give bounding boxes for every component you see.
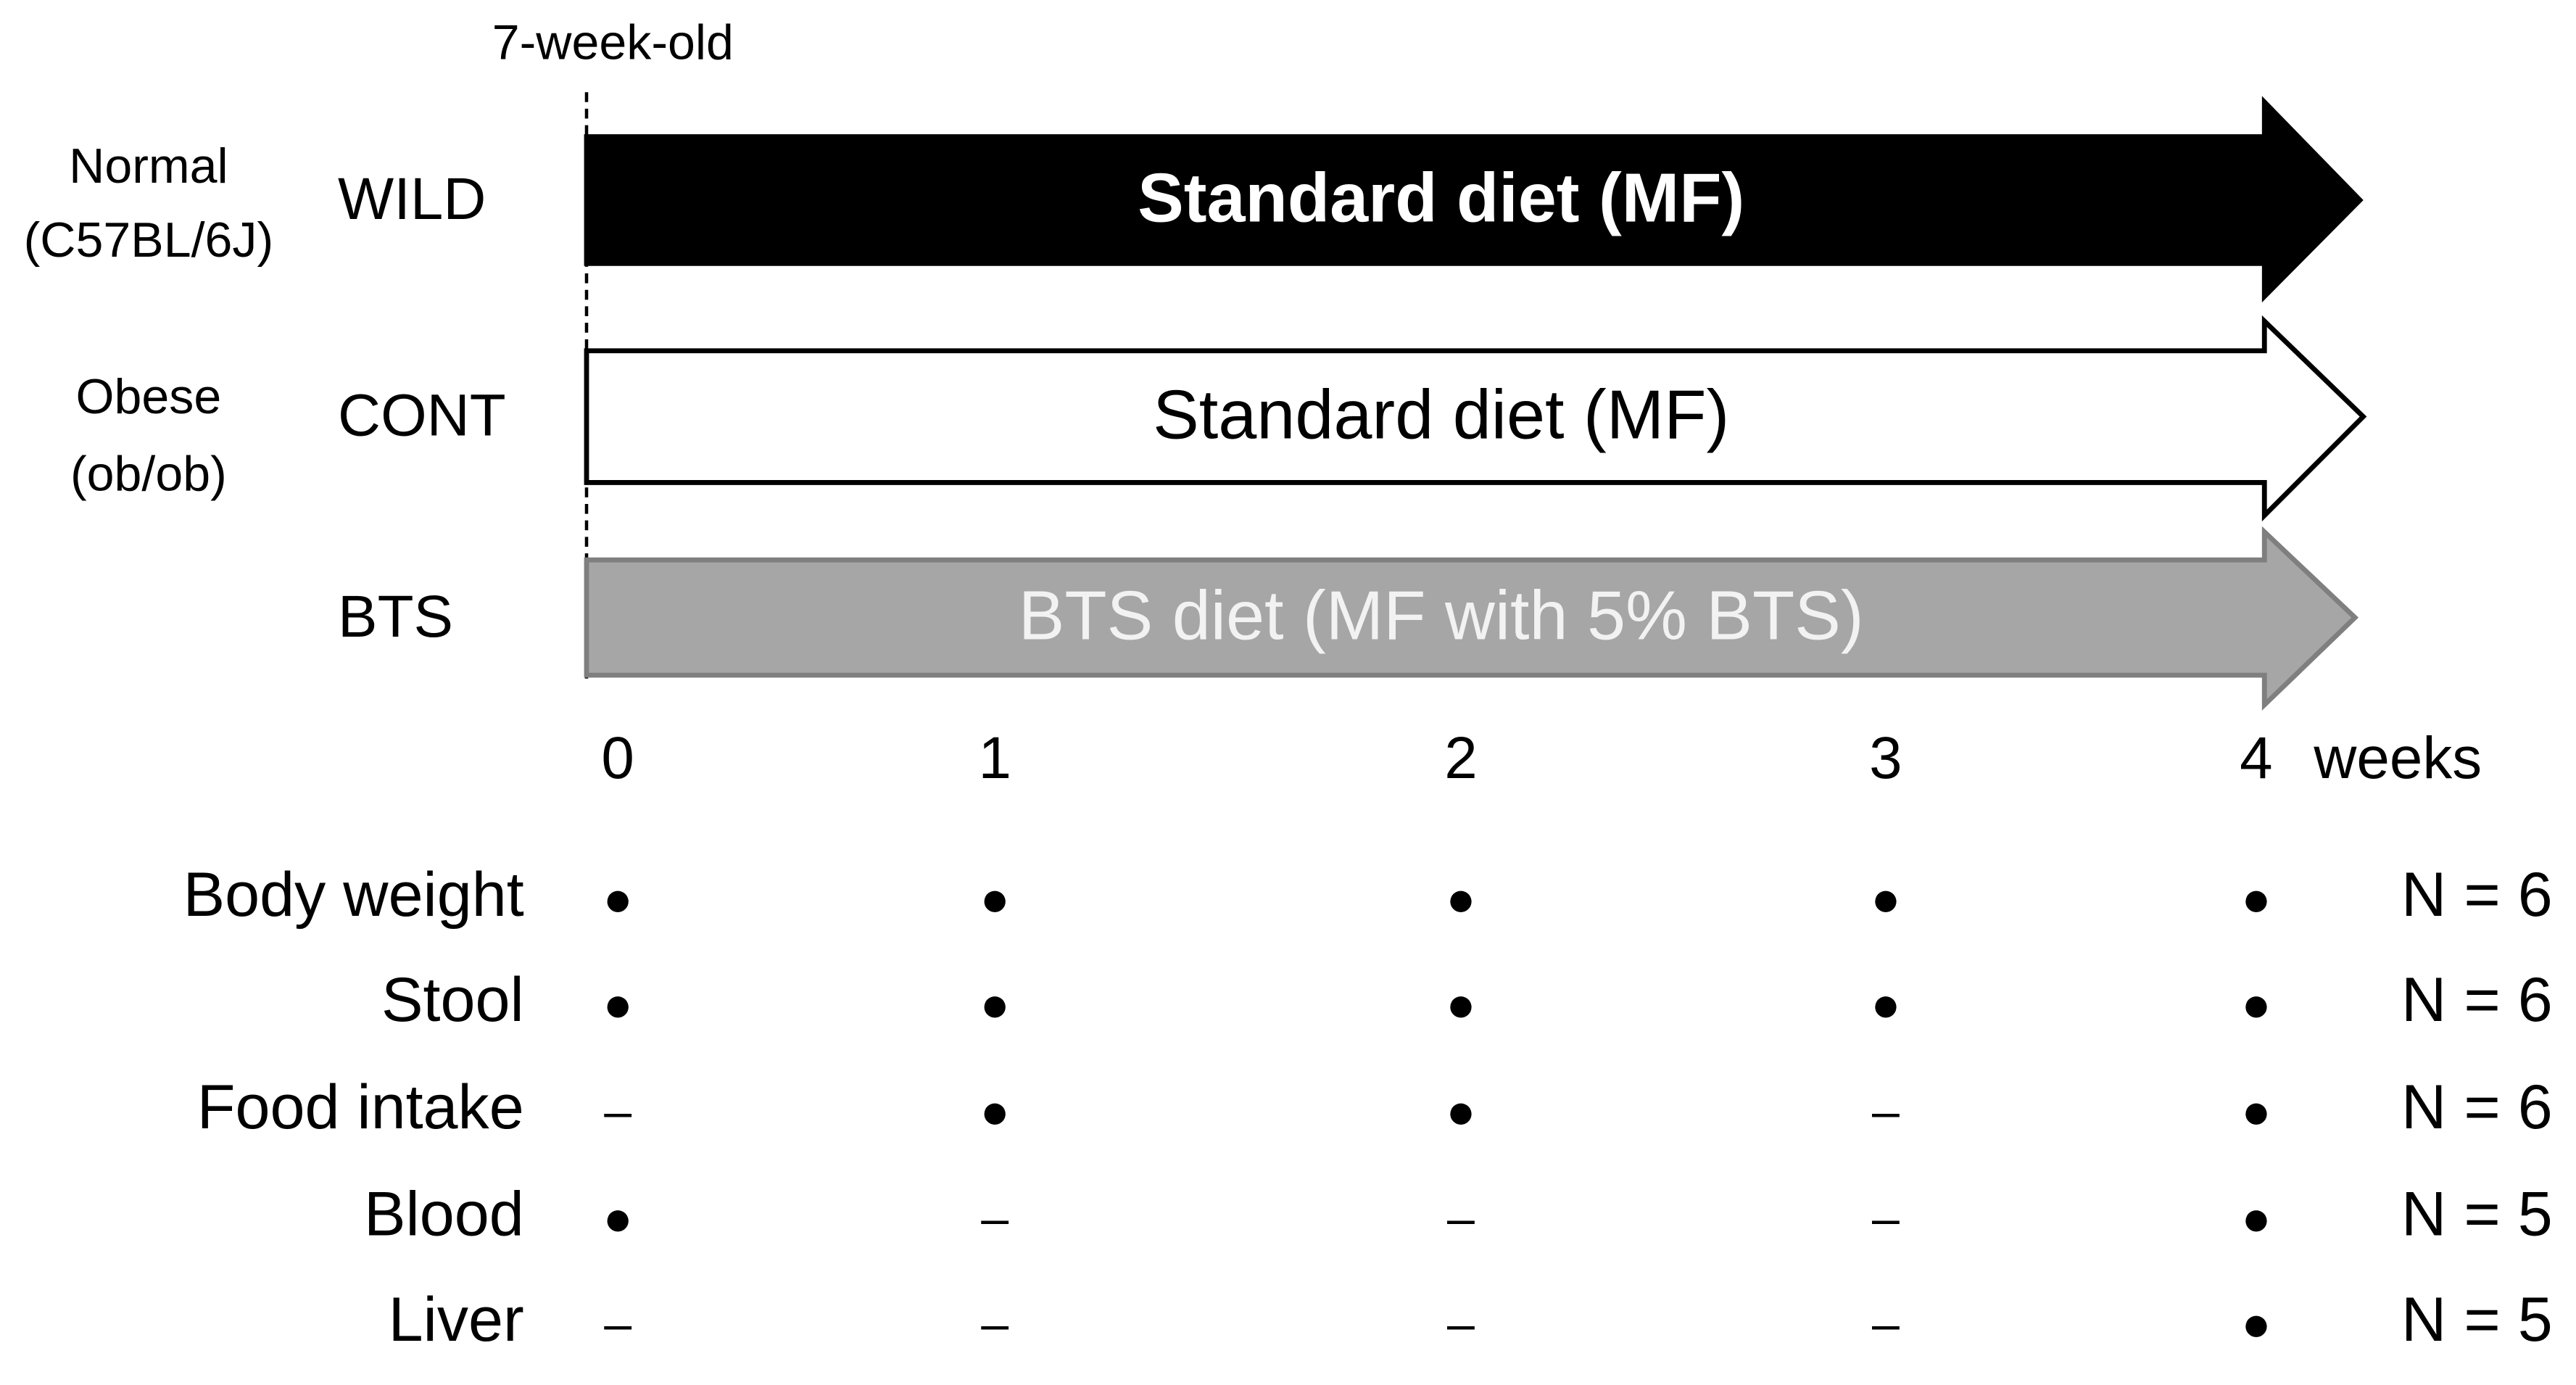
schedule-mark: ● bbox=[2241, 1084, 2271, 1139]
schedule-mark: ● bbox=[980, 977, 1010, 1032]
strain-label: Normal bbox=[69, 138, 228, 194]
schedule-mark: ● bbox=[980, 1084, 1010, 1139]
start-label: 7-week-old bbox=[492, 15, 734, 70]
diet-arrow bbox=[584, 315, 2367, 522]
strain-label: (ob/ob) bbox=[70, 447, 227, 502]
week-tick: 2 bbox=[1444, 725, 1477, 791]
sample-size: N = 5 bbox=[2401, 1179, 2553, 1249]
schedule-mark: ● bbox=[603, 977, 633, 1032]
week-tick: 4 bbox=[2240, 725, 2272, 791]
week-tick: 0 bbox=[601, 725, 634, 791]
schedule-mark: ● bbox=[1871, 872, 1900, 927]
schedule-mark: ● bbox=[1446, 872, 1475, 927]
measurement-label: Stool bbox=[381, 965, 524, 1035]
diet-label: BTS diet (MF with 5% BTS) bbox=[1019, 577, 1864, 654]
schedule-mark: – bbox=[604, 1084, 631, 1139]
measurement-label: Blood bbox=[364, 1179, 524, 1249]
schedule-mark: ● bbox=[980, 872, 1010, 927]
schedule-mark: – bbox=[1872, 1297, 1900, 1352]
measurement-label: Body weight bbox=[183, 860, 524, 930]
schedule-mark: – bbox=[604, 1297, 631, 1352]
schedule-mark: – bbox=[1872, 1084, 1900, 1139]
schedule-mark: ● bbox=[1871, 977, 1900, 1032]
week-tick: 3 bbox=[1869, 725, 1902, 791]
diet-arrow bbox=[584, 96, 2364, 303]
strain-label: Obese bbox=[76, 369, 222, 424]
group-name: CONT bbox=[338, 383, 506, 449]
sample-size: N = 5 bbox=[2401, 1285, 2553, 1355]
schedule-mark: ● bbox=[1446, 977, 1475, 1032]
schedule-mark: – bbox=[981, 1191, 1009, 1246]
schedule-mark: ● bbox=[2241, 977, 2271, 1032]
sample-size: N = 6 bbox=[2401, 860, 2553, 930]
group-name: BTS bbox=[338, 584, 453, 650]
diet-label: Standard diet (MF) bbox=[1153, 376, 1729, 453]
schedule-mark: ● bbox=[2241, 1297, 2271, 1352]
schedule-mark: – bbox=[1872, 1191, 1900, 1246]
diet-label: Standard diet (MF) bbox=[1138, 160, 1744, 237]
week-tick: 1 bbox=[979, 725, 1011, 791]
schedule-mark: – bbox=[1447, 1191, 1475, 1246]
schedule-mark: – bbox=[1447, 1297, 1475, 1352]
schedule-mark: ● bbox=[2241, 1191, 2271, 1246]
schedule-mark: ● bbox=[1446, 1084, 1475, 1139]
strain-label: (C57BL/6J) bbox=[24, 212, 274, 268]
group-name: WILD bbox=[338, 166, 486, 232]
sample-size: N = 6 bbox=[2401, 965, 2553, 1035]
sample-size: N = 6 bbox=[2401, 1072, 2553, 1142]
schedule-mark: ● bbox=[603, 872, 633, 927]
diet-arrow bbox=[584, 526, 2359, 711]
schedule-mark: ● bbox=[603, 1191, 633, 1246]
measurement-label: Liver bbox=[389, 1285, 524, 1355]
schedule-mark: – bbox=[981, 1297, 1009, 1352]
measurement-label: Food intake bbox=[197, 1072, 524, 1142]
week-unit: weeks bbox=[2313, 725, 2482, 791]
schedule-mark: ● bbox=[2241, 872, 2271, 927]
